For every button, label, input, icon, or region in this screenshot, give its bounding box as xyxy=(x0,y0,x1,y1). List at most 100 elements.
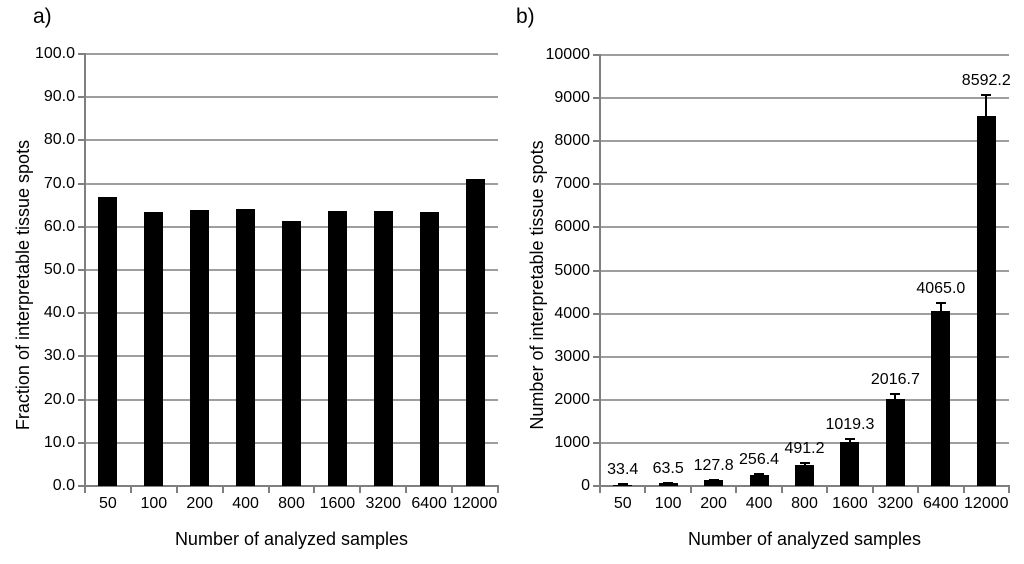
panel-label-a: a) xyxy=(33,5,52,28)
x-tick-label: 50 xyxy=(99,495,117,512)
x-tick-mark xyxy=(689,487,692,493)
y-tick-label: 3000 xyxy=(554,347,590,365)
y-tick-mark xyxy=(78,398,85,401)
y-tick-mark xyxy=(593,183,600,186)
y-tick-mark xyxy=(593,269,600,272)
y-tick-mark xyxy=(78,53,85,55)
y-tick-mark xyxy=(593,441,600,444)
bar-3200 xyxy=(885,399,905,486)
bar-6400 xyxy=(419,211,439,486)
error-bar-cap xyxy=(844,437,855,440)
h-gridline xyxy=(600,140,1009,143)
y-tick-label: 4000 xyxy=(554,304,590,322)
y-tick-label: 10000 xyxy=(545,46,591,63)
h-gridline xyxy=(600,269,1009,272)
h-gridline xyxy=(85,139,498,142)
x-tick-mark xyxy=(780,487,783,493)
y-tick-label: 7000 xyxy=(554,175,590,193)
error-bar-cap xyxy=(981,93,992,96)
x-tick-label: 3200 xyxy=(877,495,914,512)
h-gridline xyxy=(600,226,1009,229)
y-tick-mark xyxy=(593,226,600,229)
x-tick-mark xyxy=(962,487,965,493)
y-tick-label: 70.0 xyxy=(43,174,75,192)
x-tick-mark xyxy=(917,487,920,493)
bar-12000 xyxy=(976,115,996,486)
x-tick-label: 6400 xyxy=(923,495,959,512)
x-axis-title-b: Number of analyzed samples xyxy=(687,529,922,549)
x-tick-label: 400 xyxy=(232,495,259,512)
bar-200 xyxy=(704,480,724,486)
y-tick-mark xyxy=(593,140,600,143)
y-tick-mark xyxy=(593,355,600,358)
error-bar-cap xyxy=(708,478,719,481)
x-tick-mark xyxy=(1008,487,1010,493)
y-tick-label: 20.0 xyxy=(43,390,75,408)
y-tick-mark xyxy=(78,139,85,142)
y-tick-label: 60.0 xyxy=(43,217,75,235)
error-bar-line xyxy=(894,394,897,400)
y-tick-label: 80.0 xyxy=(43,131,75,149)
y-tick-mark xyxy=(78,225,85,228)
y-tick-mark xyxy=(78,182,85,185)
x-tick-label: 800 xyxy=(791,495,818,512)
x-tick-label: 400 xyxy=(745,495,773,512)
y-axis-line xyxy=(599,54,601,487)
x-tick-label: 12000 xyxy=(452,495,498,512)
bar-12000 xyxy=(465,178,485,486)
error-bar-line xyxy=(939,303,942,311)
data-label: 33.4 xyxy=(607,461,639,479)
x-tick-mark xyxy=(221,487,224,493)
error-bar-cap xyxy=(663,481,674,484)
panel-label-b: b) xyxy=(516,5,535,28)
x-tick-label: 800 xyxy=(278,495,305,512)
x-tick-mark xyxy=(267,487,270,493)
error-bar-cap xyxy=(799,462,810,465)
data-label: 127.8 xyxy=(693,456,734,474)
data-label: 1019.3 xyxy=(825,415,875,433)
h-gridline xyxy=(85,182,498,185)
y-tick-label: 0 xyxy=(581,477,590,494)
error-bar-line xyxy=(848,438,851,443)
y-tick-label: 9000 xyxy=(554,89,590,107)
x-tick-label: 3200 xyxy=(365,495,402,512)
x-axis-line xyxy=(599,485,1010,487)
y-tick-label: 2000 xyxy=(554,390,590,408)
y-tick-label: 100.0 xyxy=(34,45,75,62)
y-tick-mark xyxy=(593,398,600,401)
h-gridline xyxy=(600,312,1009,315)
bar-100 xyxy=(144,211,164,486)
h-gridline xyxy=(600,441,1009,444)
x-axis-title-a: Number of analyzed samples xyxy=(174,529,409,549)
h-gridline xyxy=(600,398,1009,401)
y-tick-label: 40.0 xyxy=(43,304,75,322)
x-tick-mark xyxy=(175,487,178,493)
x-axis-line xyxy=(84,485,499,487)
data-label: 4065.0 xyxy=(916,280,966,298)
y-tick-mark xyxy=(593,312,600,315)
h-gridline xyxy=(85,96,498,99)
data-label: 256.4 xyxy=(739,451,780,469)
error-bar-cap xyxy=(890,393,901,396)
x-tick-label: 12000 xyxy=(964,495,1009,512)
x-tick-mark xyxy=(313,487,316,493)
x-tick-label: 100 xyxy=(654,495,682,512)
x-tick-mark xyxy=(405,487,408,493)
x-tick-label: 50 xyxy=(613,495,632,512)
bar-3200 xyxy=(373,210,393,486)
y-tick-label: 0.0 xyxy=(52,477,75,494)
y-tick-mark xyxy=(593,54,600,56)
y-tick-mark xyxy=(78,441,85,444)
x-tick-mark xyxy=(84,487,86,493)
x-tick-mark xyxy=(826,487,829,493)
y-tick-mark xyxy=(78,96,85,99)
x-tick-label: 100 xyxy=(140,495,168,512)
h-gridline xyxy=(85,53,498,55)
data-label: 2016.7 xyxy=(870,371,920,389)
data-label: 8592.2 xyxy=(961,71,1011,89)
y-tick-label: 50.0 xyxy=(43,261,75,278)
x-tick-mark xyxy=(451,487,454,493)
bar-400 xyxy=(749,474,769,486)
x-tick-mark xyxy=(735,487,738,493)
